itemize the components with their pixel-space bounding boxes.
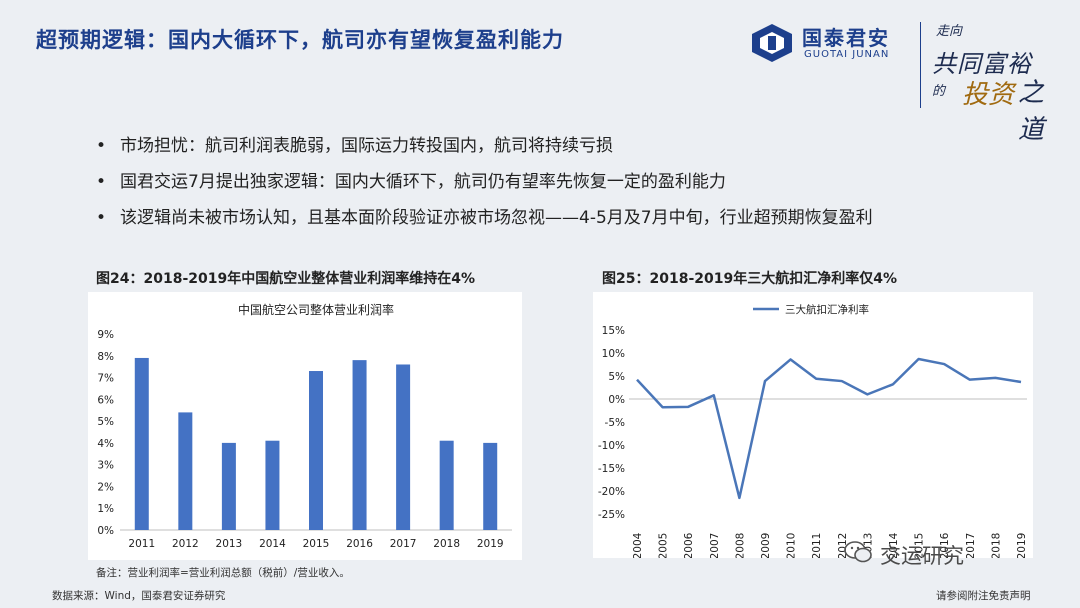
bullet-item: 国君交运7月提出独家逻辑：国内大循环下，航司仍有望率先恢复一定的盈利能力 (96, 164, 873, 200)
x-tick-label: 2011 (128, 538, 155, 550)
slogan-line-4: 投资 (962, 80, 1015, 110)
y-tick-label: -20% (598, 486, 625, 498)
logo-chinese-name: 国泰君安 (802, 26, 890, 50)
slogan-line-1: 走向 (936, 24, 963, 39)
logo-english-name: GUOTAI JUNAN (804, 49, 890, 60)
x-tick-label: 2011 (811, 533, 823, 558)
x-tick-label: 2015 (914, 533, 926, 558)
bar (178, 412, 193, 530)
x-tick-label: 2008 (734, 533, 746, 558)
x-tick-label: 2005 (658, 533, 670, 558)
x-tick-label: 2014 (888, 532, 900, 558)
x-tick-label: 2016 (346, 538, 373, 550)
chart-title: 中国航空公司整体营业利润率 (238, 302, 394, 317)
y-tick-label: 3% (97, 460, 114, 472)
y-tick-label: 4% (97, 438, 114, 450)
y-tick-label: 9% (97, 329, 114, 341)
y-tick-label: 5% (97, 416, 114, 428)
watermark: 交运研究 (880, 544, 964, 568)
y-tick-label: -15% (598, 463, 625, 475)
series-line (636, 357, 1022, 500)
slogan-line-2: 共同富裕 (932, 50, 1032, 78)
x-tick-label: 2009 (760, 533, 772, 558)
x-tick-label: 2018 (990, 533, 1002, 558)
page-title: 超预期逻辑：国内大循环下，航司亦有望恢复盈利能力 (36, 28, 564, 52)
slogan-line-3: 的 (932, 84, 946, 99)
line-chart: 三大航扣汇净利率 15% 10% 5% 0% -5% -10% -15% -20% -25% 200… (598, 303, 1028, 558)
y-tick-label: 8% (97, 351, 114, 363)
y-tick-label: -10% (598, 440, 625, 452)
bar-chart: 中国航空公司整体营业利润率 0% 1% 2% 3% 4% 5% 6% 7% 8% 9% 2011 201… (97, 302, 512, 550)
company-logo: 国泰君安 GUOTAI JUNAN (748, 22, 908, 66)
x-tick-label: 2017 (390, 538, 417, 550)
x-tick-label: 2015 (303, 538, 330, 550)
y-tick-label: 0% (608, 394, 625, 406)
y-tick-label: 2% (97, 481, 114, 493)
bullet-item: 市场担忧：航司利润表脆弱，国际运力转投国内，航司将持续亏损 (96, 128, 873, 164)
bar (352, 360, 367, 530)
y-tick-label: -5% (605, 417, 625, 429)
y-tick-label: 1% (97, 503, 114, 515)
x-tick-label: 2019 (477, 538, 504, 550)
disclaimer: 请参阅附注免责声明 (936, 590, 1031, 602)
bar (483, 442, 498, 530)
bar (396, 364, 411, 530)
bar (221, 442, 236, 530)
x-tick-label: 2017 (965, 533, 977, 558)
x-tick-label: 2004 (632, 532, 644, 558)
legend-label: 三大航扣汇净利率 (785, 303, 869, 316)
slogan: 走向 共同富裕 的 投资 之道 (932, 20, 1062, 145)
y-tick-label: 7% (97, 373, 114, 385)
slogan-line-5: 之道 (1018, 78, 1045, 145)
data-source: 数据来源：Wind，国泰君安证券研究 (52, 590, 226, 602)
figure25-caption: 图25：2018-2019年三大航扣汇净利率仅4% (602, 271, 897, 287)
x-tick-label: 2006 (683, 532, 695, 558)
bar (309, 371, 323, 530)
header-divider (920, 22, 921, 108)
bar (134, 357, 149, 530)
x-tick-label: 2012 (172, 538, 199, 550)
y-tick-label: 0% (97, 525, 114, 537)
x-tick-label: 2007 (709, 533, 721, 558)
figure24-note: 备注：营业利润率=营业利润总额（税前）/营业收入。 (96, 567, 350, 579)
y-tick-label: -25% (598, 509, 625, 521)
x-tick-label: 2019 (1016, 533, 1028, 558)
bar-chart-panel: 中国航空公司整体营业利润率 0% 1% 2% 3% 4% 5% 6% 7% 8% 9% 2011 201… (88, 292, 522, 560)
guotai-junan-logo-icon (752, 24, 792, 62)
x-tick-label: 2016 (939, 532, 951, 558)
x-tick-label: 2010 (786, 533, 798, 558)
y-tick-label: 15% (602, 325, 625, 337)
x-tick-label: 2014 (259, 538, 286, 550)
wechat-icon (844, 541, 872, 563)
y-tick-label: 10% (602, 348, 625, 360)
y-tick-label: 6% (97, 394, 114, 406)
line-chart-panel: 三大航扣汇净利率 15% 10% 5% 0% -5% -10% -15% -20% -25% 200… (593, 292, 1033, 558)
bar (439, 440, 454, 530)
bullet-list: 市场担忧：航司利润表脆弱，国际运力转投国内，航司将持续亏损 国君交运7月提出独家… (96, 128, 873, 236)
x-tick-label: 2018 (433, 538, 460, 550)
x-tick-label: 2013 (216, 538, 243, 550)
y-tick-label: 5% (608, 371, 625, 383)
bullet-item: 该逻辑尚未被市场认知，且基本面阶段验证亦被市场忽视——4-5月及7月中旬，行业超… (96, 200, 873, 236)
figure24-caption: 图24：2018-2019年中国航空业整体营业利润率维持在4% (96, 271, 475, 287)
bar (265, 440, 280, 530)
